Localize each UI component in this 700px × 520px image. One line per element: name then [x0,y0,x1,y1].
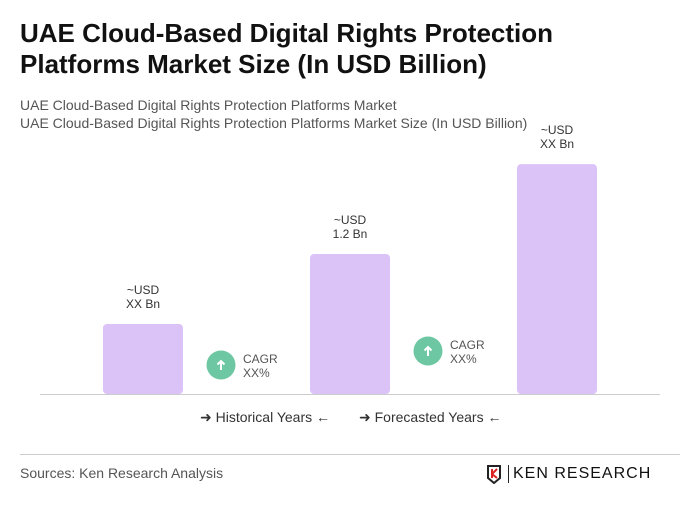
chart-subtitle: UAE Cloud-Based Digital Rights Protectio… [20,97,397,113]
data-label: XX Bn [540,137,574,151]
legend-historical: ➜ Historical Years ← [200,409,331,425]
legend-historical-label: Historical Years [215,409,313,425]
bar [517,164,597,394]
legend-forecasted-label: Forecasted Years [374,409,484,425]
chart-title: UAE Cloud-Based Digital Rights Protectio… [20,18,554,79]
bar [103,324,183,394]
ken-research-logo: KEN RESEARCH [486,464,651,484]
data-label: 1.2 Bn [333,227,368,241]
sources-text: Sources: Ken Research Analysis [20,465,224,481]
footer-divider [20,454,680,455]
data-label: ~USD [334,213,367,227]
logo-mark-icon [487,465,501,484]
data-label: ~USD [127,283,160,297]
cagr-label: XX% [450,352,477,366]
bar [310,254,390,394]
arrow-up-icon [423,345,433,356]
logo-text: KEN RESEARCH [508,465,651,483]
cagr-label: CAGR [450,338,485,352]
legend-forecasted: ➜ Forecasted Years ← [359,409,502,425]
cagr-label: XX% [243,366,270,380]
data-label: XX Bn [126,297,160,311]
arrow-up-icon [216,359,226,370]
data-label: ~USD [541,123,574,137]
cagr-label: CAGR [243,352,278,366]
chart-subtitle-2: UAE Cloud-Based Digital Rights Protectio… [20,115,528,131]
